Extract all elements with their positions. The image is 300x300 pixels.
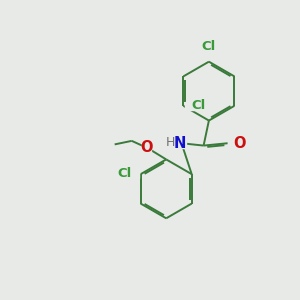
Bar: [142, 142, 151, 152]
Bar: [228, 139, 238, 148]
Text: Cl: Cl: [118, 167, 132, 180]
Text: O: O: [140, 140, 153, 154]
Bar: [185, 102, 198, 110]
Text: Cl: Cl: [202, 40, 216, 53]
Bar: [124, 170, 139, 178]
Bar: [173, 139, 186, 148]
Text: H: H: [166, 136, 176, 148]
Text: Cl: Cl: [192, 99, 206, 112]
Text: O: O: [233, 136, 245, 151]
Bar: [202, 49, 215, 58]
Text: N: N: [174, 136, 186, 151]
